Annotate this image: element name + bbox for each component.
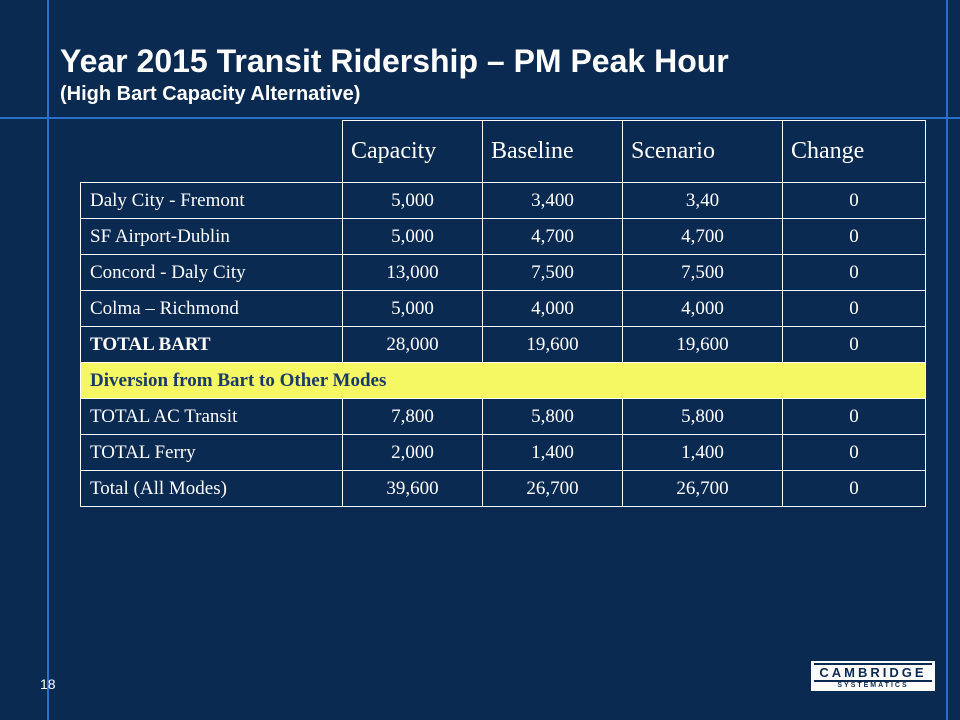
table-row: TOTAL Ferry 2,000 1,400 1,400 0 bbox=[80, 434, 926, 471]
capacity-cell: 7,800 bbox=[342, 398, 483, 435]
scenario-cell: 4,000 bbox=[622, 290, 783, 327]
logo-sub-text: SYSTEMATICS bbox=[837, 682, 909, 689]
table-row: Concord - Daly City 13,000 7,500 7,500 0 bbox=[80, 254, 926, 291]
logo-rule-middle bbox=[814, 680, 932, 682]
row-label: Colma – Richmond bbox=[80, 290, 343, 327]
scenario-cell: 5,800 bbox=[622, 398, 783, 435]
table-row: Daly City - Fremont 5,000 3,400 3,40 0 bbox=[80, 182, 926, 219]
cambridge-systematics-logo: CAMBRIDGE SYSTEMATICS bbox=[811, 661, 935, 691]
change-cell: 0 bbox=[782, 218, 926, 255]
divider-label: Diversion from Bart to Other Modes bbox=[80, 362, 926, 399]
capacity-cell: 2,000 bbox=[342, 434, 483, 471]
table-header-row: Capacity Baseline Scenario Change bbox=[80, 120, 926, 183]
baseline-cell: 19,600 bbox=[482, 326, 623, 363]
table-row: Total (All Modes) 39,600 26,700 26,700 0 bbox=[80, 470, 926, 507]
capacity-cell: 5,000 bbox=[342, 218, 483, 255]
scenario-cell: 7,500 bbox=[622, 254, 783, 291]
scenario-cell: 1,400 bbox=[622, 434, 783, 471]
slide-title: Year 2015 Transit Ridership – PM Peak Ho… bbox=[60, 43, 729, 79]
logo-rule-top bbox=[814, 663, 932, 665]
row-label: TOTAL BART bbox=[80, 326, 343, 363]
change-cell: 0 bbox=[782, 254, 926, 291]
change-cell: 0 bbox=[782, 326, 926, 363]
frame-line-top bbox=[0, 117, 960, 119]
frame-line-left bbox=[47, 0, 49, 720]
change-cell: 0 bbox=[782, 398, 926, 435]
table-row: Colma – Richmond 5,000 4,000 4,000 0 bbox=[80, 290, 926, 327]
scenario-cell: 4,700 bbox=[622, 218, 783, 255]
change-cell: 0 bbox=[782, 290, 926, 327]
row-label: Total (All Modes) bbox=[80, 470, 343, 507]
header-baseline: Baseline bbox=[482, 120, 623, 183]
capacity-cell: 13,000 bbox=[342, 254, 483, 291]
row-label: TOTAL Ferry bbox=[80, 434, 343, 471]
table-row: TOTAL AC Transit 7,800 5,800 5,800 0 bbox=[80, 398, 926, 435]
baseline-cell: 3,400 bbox=[482, 182, 623, 219]
capacity-cell: 5,000 bbox=[342, 290, 483, 327]
header-scenario: Scenario bbox=[622, 120, 783, 183]
baseline-cell: 4,700 bbox=[482, 218, 623, 255]
ridership-table: Capacity Baseline Scenario Change Daly C… bbox=[80, 120, 926, 507]
change-cell: 0 bbox=[782, 182, 926, 219]
row-label: TOTAL AC Transit bbox=[80, 398, 343, 435]
scenario-cell: 19,600 bbox=[622, 326, 783, 363]
baseline-cell: 4,000 bbox=[482, 290, 623, 327]
row-label: SF Airport-Dublin bbox=[80, 218, 343, 255]
page-number: 18 bbox=[40, 676, 56, 692]
capacity-cell: 39,600 bbox=[342, 470, 483, 507]
baseline-cell: 5,800 bbox=[482, 398, 623, 435]
scenario-cell: 3,40 bbox=[622, 182, 783, 219]
capacity-cell: 28,000 bbox=[342, 326, 483, 363]
table-row-total-bart: TOTAL BART 28,000 19,600 19,600 0 bbox=[80, 326, 926, 363]
baseline-cell: 26,700 bbox=[482, 470, 623, 507]
logo-main-text: CAMBRIDGE bbox=[819, 665, 927, 680]
baseline-cell: 1,400 bbox=[482, 434, 623, 471]
row-label: Concord - Daly City bbox=[80, 254, 343, 291]
table-row: SF Airport-Dublin 5,000 4,700 4,700 0 bbox=[80, 218, 926, 255]
header-blank bbox=[80, 120, 343, 183]
scenario-cell: 26,700 bbox=[622, 470, 783, 507]
frame-line-right bbox=[946, 0, 948, 720]
change-cell: 0 bbox=[782, 470, 926, 507]
capacity-cell: 5,000 bbox=[342, 182, 483, 219]
slide-subtitle: (High Bart Capacity Alternative) bbox=[60, 83, 361, 105]
row-label: Daly City - Fremont bbox=[80, 182, 343, 219]
table-divider-row: Diversion from Bart to Other Modes bbox=[80, 362, 926, 399]
change-cell: 0 bbox=[782, 434, 926, 471]
baseline-cell: 7,500 bbox=[482, 254, 623, 291]
header-change: Change bbox=[782, 120, 926, 183]
header-capacity: Capacity bbox=[342, 120, 483, 183]
